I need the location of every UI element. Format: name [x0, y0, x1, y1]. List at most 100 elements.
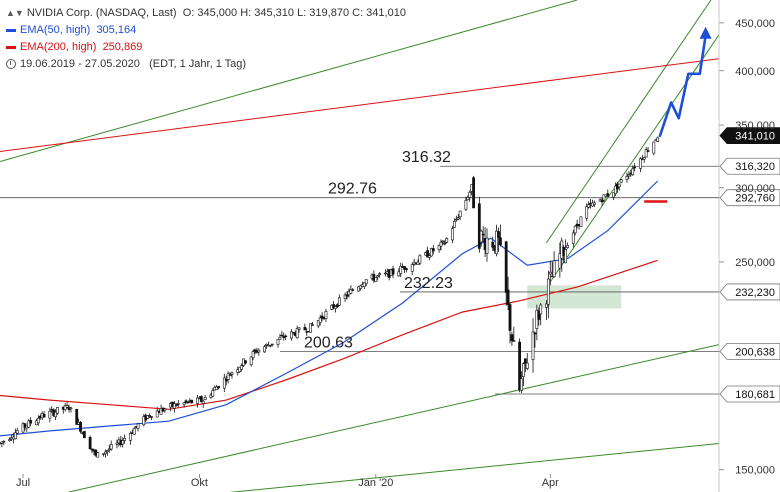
candle-body	[426, 250, 429, 258]
candle-body	[21, 423, 25, 433]
candle-body	[499, 237, 502, 246]
price-marker-bg	[719, 127, 780, 145]
candle-body	[136, 423, 140, 429]
candle-body	[612, 192, 615, 198]
legend-ema200-row[interactable]: EMA(200, high) 250,869	[6, 39, 406, 56]
candle-body	[614, 185, 617, 194]
level-annotation-232.23: 232.23	[404, 275, 453, 292]
candle-body	[405, 268, 408, 270]
ema50-line	[0, 180, 659, 437]
candle-body	[437, 244, 441, 250]
x-tick-label: Apr	[542, 477, 559, 489]
candle-body	[128, 433, 132, 441]
candle-body	[606, 193, 610, 197]
candle-body	[199, 396, 203, 402]
candle-body	[646, 150, 650, 152]
candle-body	[276, 339, 280, 345]
candle-body	[48, 411, 52, 419]
candle-body	[244, 360, 247, 364]
candle-body	[631, 168, 635, 176]
candle-body	[587, 204, 591, 208]
candle-body	[378, 273, 382, 276]
candle-body	[309, 323, 313, 333]
candle-body	[132, 428, 136, 435]
level-annotation-316.32: 316.32	[402, 149, 451, 166]
price-marker-bg	[719, 157, 780, 175]
candle-body	[351, 289, 355, 291]
candle-body	[190, 399, 194, 404]
candle-body	[531, 331, 535, 360]
candle-body	[155, 410, 159, 418]
trendline-0	[0, 0, 578, 162]
candle-body	[364, 279, 368, 284]
y-tick-label: 150,000	[735, 465, 775, 477]
legend-ema50-row[interactable]: EMA(50, high) 305,164	[6, 22, 406, 39]
y-tick-label: 450,000	[735, 18, 775, 30]
candle-body	[472, 177, 475, 209]
candle-body	[96, 452, 100, 458]
candle-body	[115, 442, 119, 445]
candle-body	[251, 351, 255, 358]
candle-body	[343, 294, 347, 299]
candle-body	[109, 444, 113, 450]
candle-body	[458, 210, 462, 218]
ema200-value: 250,869	[102, 41, 143, 53]
candle-body	[638, 158, 642, 169]
candle-body	[226, 373, 230, 380]
candle-body	[150, 416, 153, 418]
candle-body	[13, 432, 17, 439]
candle-body	[23, 423, 27, 428]
expand-arrows-icon[interactable]: ▲▼	[6, 8, 24, 18]
candle-body	[203, 397, 207, 401]
candle-body	[537, 310, 541, 320]
candle-body	[656, 137, 660, 142]
candle-body	[522, 363, 525, 377]
candle-body	[491, 241, 495, 248]
candle-body	[391, 268, 395, 275]
candle-body	[303, 327, 307, 331]
candle-body	[142, 416, 146, 426]
candle-body	[481, 233, 485, 236]
candle-body	[295, 328, 299, 339]
candle-body	[316, 320, 320, 327]
price-marker-292,760: 292,760	[719, 189, 780, 207]
candle-body	[633, 166, 637, 169]
trendline-1	[68, 344, 720, 492]
candle-body	[249, 356, 253, 366]
candle-body	[65, 405, 69, 408]
candle-body	[215, 386, 219, 391]
candle-body	[627, 174, 631, 177]
candle-body	[374, 277, 378, 282]
candle-body	[182, 402, 186, 405]
candle-body	[278, 336, 282, 340]
candle-body	[564, 249, 568, 264]
candle-body	[90, 448, 94, 451]
candle-body	[36, 417, 40, 424]
candle-body	[439, 241, 443, 247]
candle-body	[0, 441, 4, 444]
candle-body	[506, 289, 510, 306]
y-tick-label: 300,000	[735, 183, 775, 195]
candle-body	[196, 397, 199, 404]
candle-body	[642, 157, 646, 160]
trendline-4	[549, 34, 720, 283]
candle-body	[585, 206, 589, 219]
candle-body	[257, 349, 261, 353]
candle-body	[485, 237, 489, 254]
y-tick-label: 350,000	[735, 120, 775, 132]
candle-body	[105, 450, 109, 453]
price-marker-label: 180,681	[735, 389, 775, 401]
candle-body	[336, 304, 339, 307]
price-marker-bg	[719, 385, 780, 403]
ema50-label: EMA(50, high)	[20, 24, 91, 36]
price-marker-bg	[719, 189, 780, 207]
trendline-3	[545, 0, 712, 244]
candle-body	[280, 334, 284, 337]
x-tick-label: Jul	[16, 477, 30, 489]
candle-body	[345, 294, 349, 297]
price-marker-316,320: 316,320	[719, 157, 780, 175]
candle-body	[270, 343, 274, 346]
ema50-value: 305,164	[96, 24, 137, 36]
period-info: (EDT, 1 Jahr, 1 Tag)	[149, 58, 247, 70]
candle-body	[508, 304, 512, 331]
